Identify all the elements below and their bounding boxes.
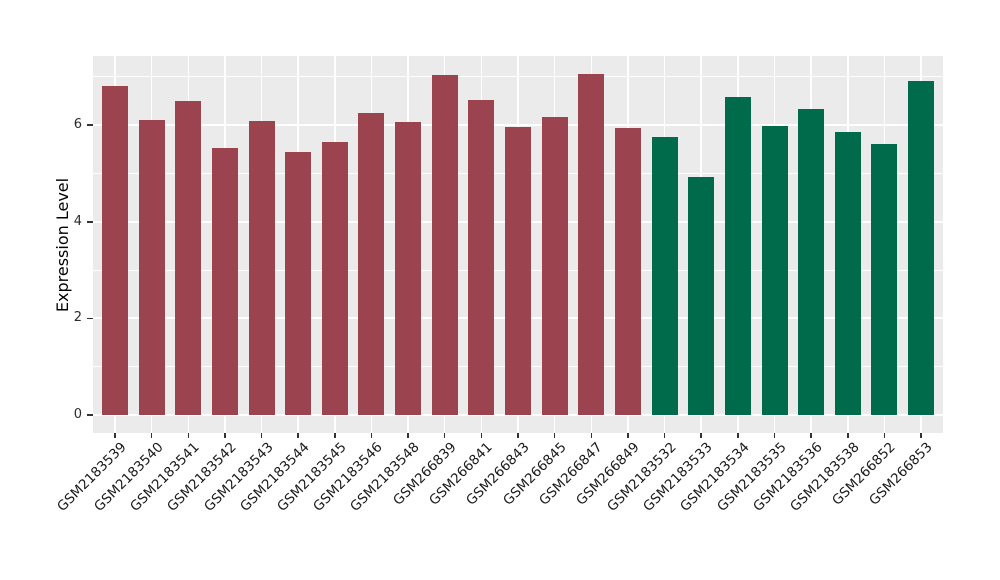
y-tick: [87, 221, 93, 223]
y-tick: [87, 414, 93, 416]
x-tick: [407, 433, 409, 438]
bar: [285, 152, 312, 415]
bar: [505, 127, 532, 415]
bar: [578, 74, 605, 415]
x-tick: [553, 433, 556, 438]
x-tick: [114, 433, 116, 438]
bar: [871, 143, 898, 415]
bar: [761, 126, 788, 415]
bar: [248, 120, 275, 415]
bar: [101, 86, 128, 415]
x-tick: [443, 433, 446, 438]
x-tick: [590, 433, 593, 438]
y-tick-label: 4: [73, 213, 82, 229]
bar: [834, 131, 861, 415]
x-tick: [370, 433, 373, 438]
y-tick: [87, 124, 93, 126]
x-tick: [737, 433, 739, 438]
bar: [138, 119, 165, 415]
x-tick: [847, 433, 849, 438]
x-tick: [773, 433, 776, 438]
bar: [468, 99, 495, 415]
x-tick: [224, 433, 226, 438]
x-tick: [883, 433, 886, 438]
x-tick: [627, 433, 629, 438]
bar: [321, 141, 348, 415]
bar: [798, 109, 825, 415]
y-axis-title: Expression Level: [53, 177, 72, 313]
bar: [395, 122, 422, 415]
x-tick: [260, 433, 263, 438]
bar: [175, 101, 202, 415]
bar: [724, 97, 751, 415]
x-tick: [700, 433, 702, 438]
bar: [358, 113, 385, 415]
y-tick-label: 6: [73, 117, 82, 133]
bar: [211, 148, 238, 415]
bar: [688, 177, 715, 415]
x-tick: [810, 433, 812, 438]
x-tick: [517, 433, 519, 438]
x-tick: [297, 433, 299, 438]
bar: [908, 80, 935, 415]
x-tick: [334, 433, 336, 438]
x-tick: [480, 433, 483, 438]
bar: [651, 136, 678, 415]
x-tick: [920, 433, 922, 438]
y-tick-label: 0: [73, 407, 82, 422]
y-tick: [87, 317, 93, 320]
bar: [541, 117, 568, 415]
x-tick: [663, 433, 666, 438]
x-tick: [150, 433, 153, 438]
bar: [431, 75, 458, 415]
y-tick-label: 2: [73, 310, 82, 326]
plot-panel: [93, 56, 943, 433]
bar: [614, 128, 641, 415]
x-tick: [187, 433, 189, 438]
